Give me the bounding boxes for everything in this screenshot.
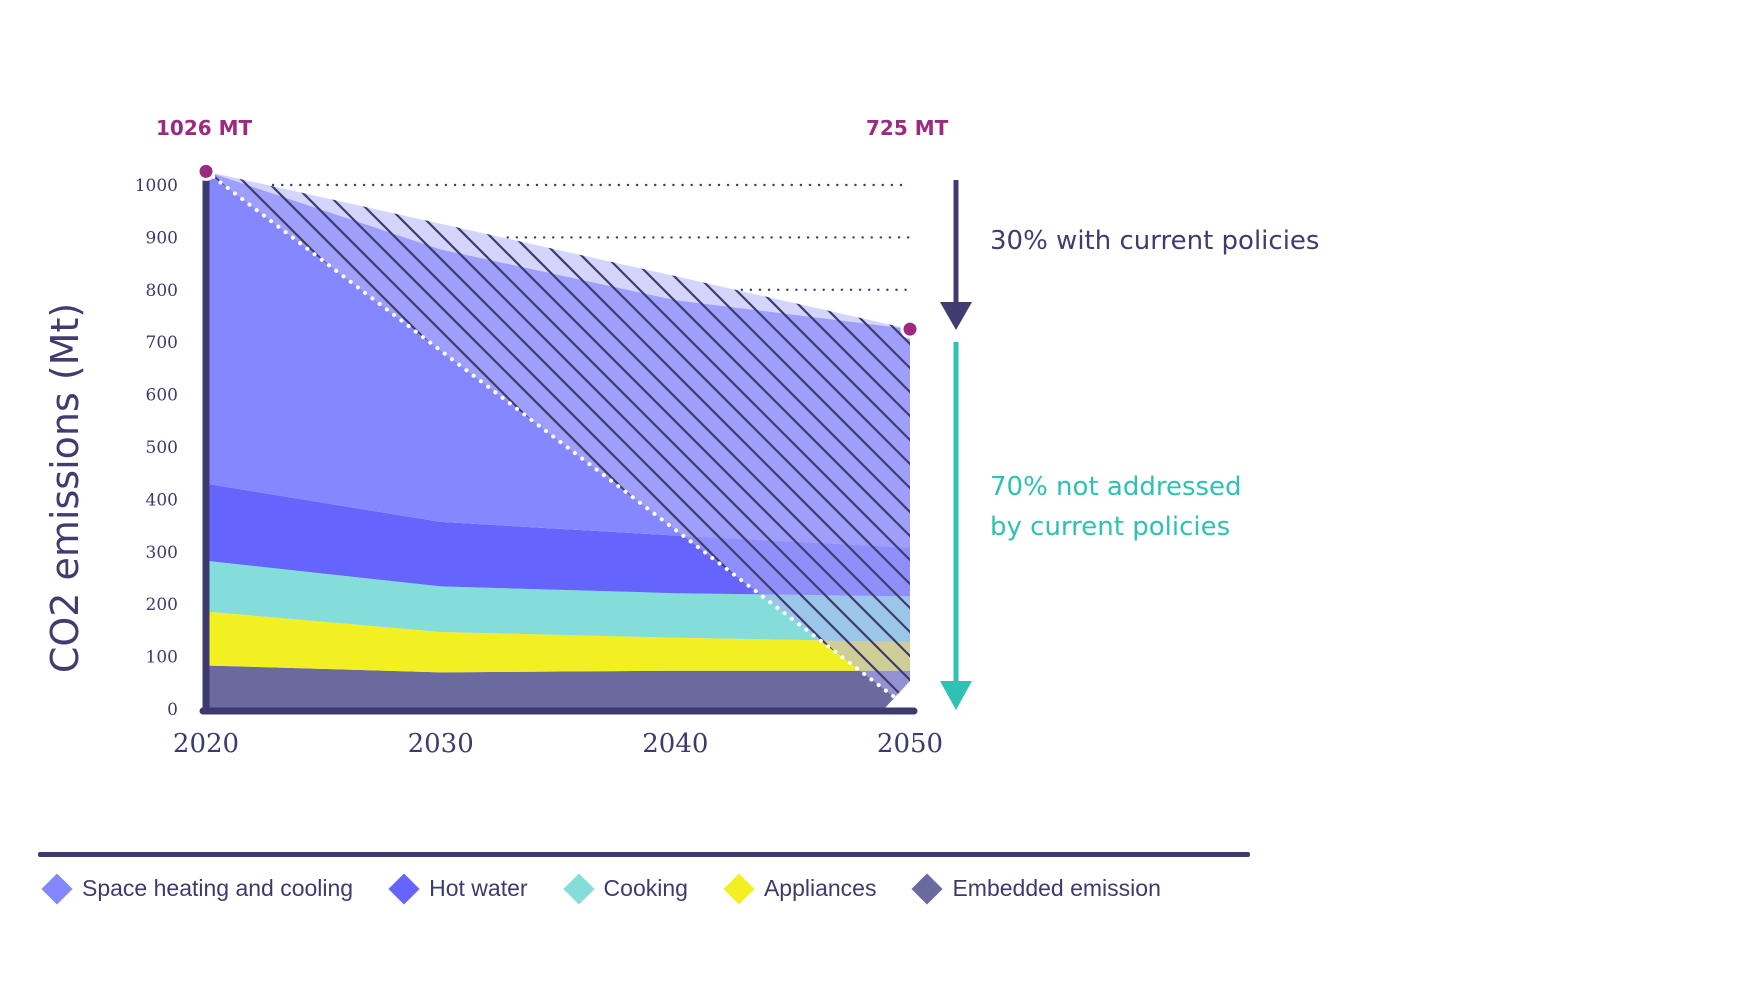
- y-tick-label: 800: [146, 281, 178, 301]
- hatch-line: [417, 171, 910, 710]
- legend-divider: [38, 852, 1250, 857]
- hatch-line: [369, 171, 910, 710]
- y-tick-labels: 0 100 200 300 400 500 600 700 800 900 1000: [135, 176, 178, 720]
- hatch-line: [393, 171, 910, 710]
- end-marker: [900, 319, 920, 339]
- area-appliances: [206, 611, 910, 673]
- legend-label: Space heating and cooling: [82, 875, 354, 901]
- legend: Space heating and cooling Hot water Cook…: [40, 872, 1195, 905]
- y-tick-label: 400: [146, 490, 178, 510]
- end-triangle: [884, 681, 910, 709]
- start-value-callout: 1026 MT: [156, 116, 253, 140]
- x-tick-label: 2020: [173, 729, 239, 759]
- legend-label: Hot water: [429, 875, 528, 901]
- legend-label: Embedded emission: [952, 875, 1161, 901]
- y-tick-label: 900: [146, 228, 178, 248]
- hatch-line: [206, 171, 223, 710]
- area-cooking: [206, 560, 910, 642]
- legend-label: Appliances: [763, 875, 877, 901]
- axes: [199, 173, 918, 715]
- y-tick-label: 600: [146, 386, 178, 406]
- current-policies-annotation: 30% with current policies: [990, 226, 1319, 256]
- legend-swatch-cooking: [562, 872, 595, 905]
- x-tick-label: 2030: [408, 729, 474, 759]
- not-addressed-annotation-line2: by current policies: [990, 512, 1230, 542]
- reference-dotted-lines: [271, 183, 912, 291]
- gap-arrow-head: [940, 681, 972, 710]
- legend-swatch-appliances: [723, 872, 755, 905]
- legend-label: Cooking: [603, 875, 688, 901]
- x-tick-labels: 2020 2030 2040 2050: [173, 729, 943, 759]
- legend-item-appliances: Appliances: [722, 872, 877, 905]
- y-tick-label: 200: [146, 595, 178, 615]
- legend-item-cooking: Cooking: [562, 872, 688, 905]
- y-tick-label: 500: [146, 438, 178, 458]
- x-tick-label: 2050: [877, 729, 943, 759]
- legend-swatch-space-heating: [41, 872, 73, 905]
- decarbonisation-path-line: [204, 169, 912, 711]
- legend-item-space-heating: Space heating and cooling: [40, 872, 354, 905]
- legend-swatch-embedded: [911, 872, 944, 905]
- start-marker: [196, 161, 216, 181]
- x-tick-label: 2040: [642, 729, 708, 759]
- y-tick-label: 0: [167, 700, 178, 720]
- y-tick-label: 700: [146, 333, 178, 353]
- current-policies-arrow-head: [940, 302, 972, 330]
- area-embedded-emission: [206, 665, 910, 709]
- y-tick-label: 100: [146, 648, 178, 668]
- policy-arrows: [940, 180, 972, 710]
- hatch-line: [345, 171, 910, 710]
- not-addressed-annotation-line1: 70% not addressed: [990, 472, 1242, 502]
- y-tick-label: 1000: [135, 176, 178, 196]
- legend-item-hot-water: Hot water: [387, 872, 528, 905]
- y-axis-label: CO2 emissions (Mt): [43, 303, 87, 673]
- value-markers: [196, 161, 920, 339]
- y-tick-label: 300: [146, 543, 178, 563]
- legend-item-embedded: Embedded emission: [910, 872, 1161, 905]
- end-value-callout: 725 MT: [866, 116, 949, 140]
- legend-swatch-hot-water: [388, 872, 420, 905]
